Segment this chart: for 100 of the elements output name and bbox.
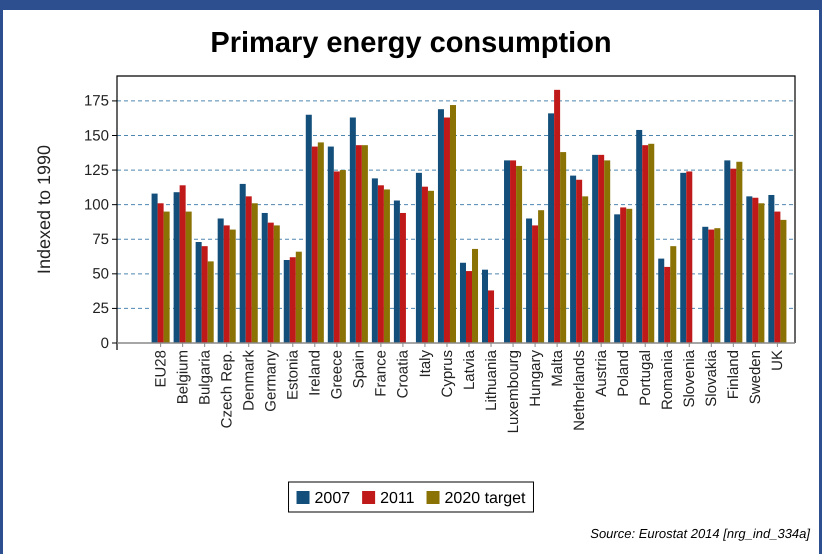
bar [730,168,736,343]
bar [466,271,472,343]
bar [482,270,488,343]
x-tick-label: Netherlands [570,350,588,431]
y-tick-label: 25 [92,300,109,318]
bar [504,160,510,343]
x-tick-label: Italy [416,350,434,378]
bar [768,194,774,343]
bar [152,194,158,343]
bar [604,160,610,343]
x-tick-label: Lithuania [482,349,500,411]
bar [582,196,588,343]
bar [516,166,522,343]
y-tick-label: 100 [84,196,109,214]
x-tick-label: Croatia [394,349,412,398]
bar [708,230,714,343]
bar [296,252,302,343]
bar [560,152,566,343]
x-tick-label: Luxembourg [504,350,522,434]
bar [328,146,334,343]
bar [488,290,494,343]
bar [598,154,604,343]
bar [246,196,252,343]
y-tick-label: 50 [92,266,109,283]
x-tick-label: Germany [262,350,280,412]
bar [186,212,192,343]
bar [444,118,450,343]
bar [372,178,378,343]
bar [394,200,400,343]
bar [290,257,296,343]
bar [548,113,554,343]
bar [736,162,742,343]
x-tick-label: Poland [614,350,632,397]
bar [334,171,340,343]
x-tick-label: Cyprus [438,350,456,398]
bar [670,246,676,343]
bar [378,185,384,343]
bar [318,142,324,343]
bar [746,196,752,343]
x-tick-label: Malta [548,349,566,387]
y-tick-label: 75 [92,231,109,248]
bar [510,160,516,343]
bar [416,172,422,343]
bar [724,160,730,343]
bar [636,130,642,343]
x-tick-label: Denmark [240,350,258,411]
bar [268,222,274,343]
bar [714,228,720,343]
x-tick-label: Belgium [174,350,192,404]
x-tick-label: Greece [328,350,346,400]
bar [752,198,758,343]
bar [274,225,280,343]
bar [422,186,428,343]
x-tick-label: Sweden [747,350,764,404]
x-tick-label: Slovenia [681,349,698,408]
y-tick-label: 125 [84,162,109,179]
legend-label: 2007 [314,490,350,507]
bar [306,114,312,343]
bar [758,203,764,343]
bar [460,262,466,343]
bar [202,246,208,343]
bar [780,220,786,343]
bar [158,203,164,343]
x-tick-label: Bulgaria [196,349,214,406]
bar [658,258,664,343]
x-tick-label: Slovakia [703,349,720,407]
x-tick-label: Portugal [637,350,654,406]
bar [532,225,538,343]
bar [362,145,368,343]
bar [350,118,356,343]
x-tick-label: Czech Rep. [218,350,236,428]
bar [642,145,648,343]
x-tick-label: Romania [659,349,676,410]
bar [626,208,632,343]
bar [196,242,202,343]
bar [554,90,560,343]
bar [680,172,686,343]
bar [224,225,230,343]
bar [576,180,582,343]
x-tick-label: UK [769,350,786,371]
bar [702,226,708,343]
bar [428,190,434,343]
chart-title: Primary energy consumption [210,27,612,59]
x-tick-label: Finland [725,350,742,400]
bar [570,176,576,343]
bar [592,154,598,343]
bar [614,214,620,343]
x-tick-label: Estonia [284,349,302,400]
bar [538,210,544,343]
bar [230,230,236,343]
legend-label: 2011 [380,490,415,507]
x-tick-label: EU28 [152,350,170,388]
bar [218,218,224,343]
x-tick-label: Hungary [526,350,544,407]
bar [664,266,670,343]
bar [208,261,214,343]
bar [312,146,318,343]
bar [450,105,456,343]
y-tick-label: 175 [84,92,109,110]
bar [438,109,444,343]
